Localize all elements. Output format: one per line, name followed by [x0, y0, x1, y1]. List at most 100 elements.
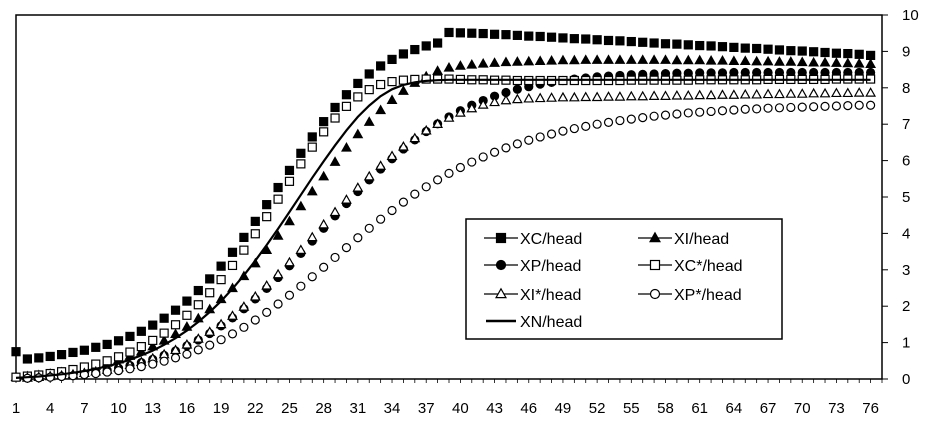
data-point [363, 116, 375, 126]
data-point [433, 38, 443, 48]
legend-label: XN/head [520, 314, 582, 331]
x-tick-label: 55 [623, 400, 640, 417]
data-point [762, 88, 774, 99]
data-point [329, 156, 341, 166]
x-tick-label: 64 [726, 400, 743, 417]
data-point [637, 90, 649, 101]
data-point [524, 135, 534, 145]
legend-label: XP*/head [674, 287, 742, 304]
data-point [250, 229, 260, 239]
data-point [660, 110, 671, 120]
data-point [511, 56, 523, 66]
data-point [330, 113, 340, 123]
data-point [364, 85, 374, 95]
data-point [296, 281, 306, 291]
data-point [262, 307, 272, 317]
data-point [170, 353, 181, 363]
data-point [102, 356, 112, 366]
data-point [296, 148, 306, 158]
data-point [671, 89, 683, 100]
data-point [853, 87, 865, 97]
data-point [319, 117, 329, 127]
data-point [216, 335, 226, 345]
data-point [467, 157, 477, 167]
data-point [614, 91, 626, 101]
data-point [284, 290, 295, 300]
data-point [489, 57, 501, 67]
data-point [45, 351, 55, 362]
data-point [159, 356, 169, 366]
data-point [820, 101, 830, 111]
data-point [728, 89, 740, 99]
legend-marker [649, 259, 661, 271]
data-point [819, 56, 831, 67]
data-point [854, 100, 864, 110]
data-point [831, 48, 842, 58]
data-point [614, 54, 626, 64]
data-point [363, 170, 375, 181]
data-point [307, 132, 317, 142]
data-point [182, 296, 192, 306]
data-point [205, 340, 215, 350]
y-tick-label: 9 [902, 43, 910, 60]
data-point [443, 112, 455, 122]
data-point [11, 347, 21, 357]
x-tick-label: 40 [452, 400, 469, 417]
data-point [398, 197, 409, 207]
data-point [672, 39, 682, 49]
data-point [477, 57, 489, 68]
data-point [534, 92, 546, 103]
data-point [638, 113, 648, 123]
data-point [273, 182, 283, 193]
data-point [809, 102, 819, 112]
y-tick-label: 2 [902, 298, 910, 315]
data-point [376, 61, 386, 71]
x-tick-label: 46 [520, 400, 537, 417]
data-point [284, 165, 295, 176]
data-point [638, 37, 648, 47]
data-point [751, 55, 763, 66]
data-point [398, 75, 409, 85]
data-point [671, 54, 683, 65]
data-point [410, 189, 420, 199]
data-point [615, 36, 625, 46]
data-point [307, 142, 317, 152]
data-point [797, 46, 807, 56]
legend-marker [649, 288, 661, 300]
data-point [581, 34, 591, 44]
data-point [397, 140, 409, 151]
data-point [125, 364, 135, 374]
data-point [489, 96, 501, 107]
data-point [808, 87, 820, 98]
data-point [387, 205, 397, 216]
data-point [250, 216, 260, 226]
data-point [843, 48, 853, 59]
data-point [387, 77, 397, 87]
data-point [193, 300, 203, 310]
x-tick-label: 49 [555, 400, 572, 417]
data-point [739, 88, 751, 99]
data-point [842, 87, 854, 98]
data-point [181, 338, 193, 349]
data-point [182, 349, 192, 359]
data-point [717, 106, 728, 116]
data-point [238, 301, 250, 311]
y-tick-label: 8 [902, 80, 910, 97]
data-point [660, 39, 671, 49]
data-point [843, 101, 853, 111]
data-point [786, 46, 796, 56]
data-point [500, 94, 512, 105]
data-point [591, 54, 603, 64]
data-point [546, 55, 557, 65]
x-tick-label: 61 [691, 400, 708, 417]
legend-label: XI/head [674, 231, 729, 248]
data-point [216, 261, 226, 271]
data-point [454, 60, 466, 70]
legend-marker [495, 232, 507, 244]
data-point [865, 58, 877, 68]
data-point [796, 56, 808, 67]
y-tick-label: 4 [902, 225, 910, 242]
data-point [284, 215, 295, 226]
data-point [581, 121, 591, 131]
data-point [102, 339, 112, 350]
